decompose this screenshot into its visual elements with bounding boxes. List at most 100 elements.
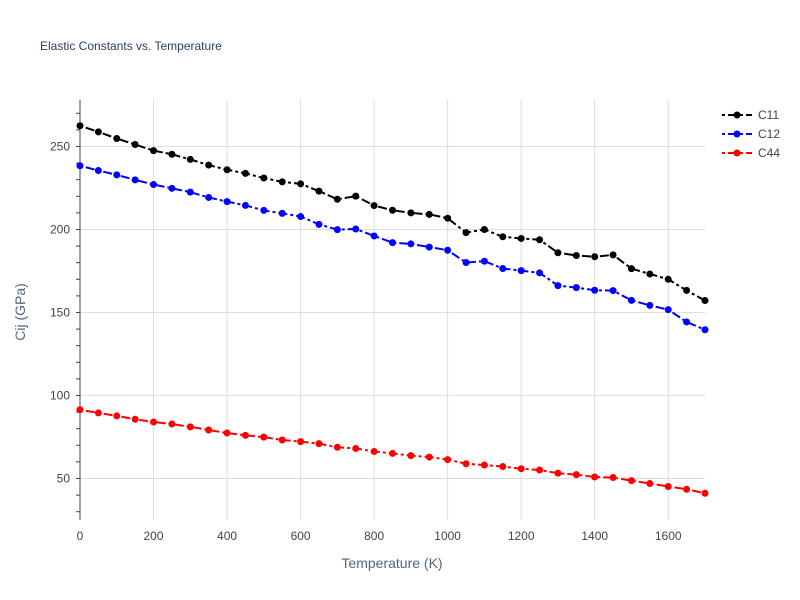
point-c11 <box>499 233 507 241</box>
point-c44 <box>131 415 139 423</box>
point-c11 <box>94 128 102 136</box>
point-c12 <box>517 267 525 275</box>
point-c11 <box>315 187 323 195</box>
point-c11 <box>701 297 709 305</box>
point-c44 <box>517 465 525 473</box>
point-c44 <box>389 449 396 457</box>
point-c44 <box>370 447 378 455</box>
point-c11 <box>260 174 268 182</box>
y-tick-label: 150 <box>50 305 70 319</box>
x-tick-label: 400 <box>217 529 237 543</box>
chart-title: Elastic Constants vs. Temperature <box>40 39 222 53</box>
point-c12 <box>627 296 635 304</box>
point-c44 <box>223 429 231 437</box>
point-c11 <box>572 252 580 260</box>
point-c44 <box>683 485 691 493</box>
point-c11 <box>241 169 249 177</box>
point-c11 <box>186 155 194 163</box>
point-c44 <box>241 431 249 439</box>
point-c12 <box>333 226 341 234</box>
point-c11 <box>223 166 231 174</box>
point-c12 <box>150 180 158 188</box>
point-c44 <box>591 473 599 481</box>
point-c12 <box>591 286 599 294</box>
y-tick-label: 250 <box>50 139 70 153</box>
point-c44 <box>480 461 488 469</box>
y-tick-label: 200 <box>50 222 70 236</box>
point-c12 <box>444 246 452 254</box>
point-c44 <box>168 420 176 428</box>
legend-item-c12[interactable]: C12 <box>722 127 780 141</box>
point-c11 <box>297 180 305 188</box>
point-c44 <box>444 456 452 464</box>
point-c11 <box>113 135 121 143</box>
point-c11 <box>480 225 488 233</box>
x-tick-label: 800 <box>364 529 384 543</box>
y-axis-title: Cij (GPa) <box>12 283 28 341</box>
point-c44 <box>407 452 415 460</box>
point-c11 <box>646 270 654 278</box>
legend-item-c44[interactable]: C44 <box>722 146 780 160</box>
point-c11 <box>554 249 562 257</box>
point-c11 <box>131 140 139 148</box>
point-c44 <box>554 469 562 477</box>
point-c44 <box>76 406 84 414</box>
point-c12 <box>76 162 84 170</box>
point-c44 <box>150 418 158 426</box>
point-c12 <box>241 201 249 209</box>
point-c11 <box>462 229 470 237</box>
point-c11 <box>591 253 599 261</box>
point-c12 <box>260 206 268 214</box>
x-tick-label: 200 <box>144 529 164 543</box>
plot-area <box>76 122 709 497</box>
point-c44 <box>627 477 635 485</box>
x-tick-label: 0 <box>77 529 84 543</box>
point-c12 <box>278 209 286 217</box>
axes: 0 200 400 600 800 1000 1200 1400 1600 50 100 150 200… <box>50 100 682 543</box>
point-c44 <box>333 443 341 451</box>
point-c11 <box>664 275 672 283</box>
point-c12 <box>536 269 544 277</box>
point-c44 <box>701 489 709 497</box>
point-c11 <box>76 122 84 130</box>
point-c12 <box>425 243 433 251</box>
x-tick-label: 1200 <box>508 529 535 543</box>
point-c12 <box>554 282 562 290</box>
point-c12 <box>352 225 360 233</box>
point-c11 <box>333 195 341 203</box>
point-c44 <box>186 423 194 431</box>
point-c12 <box>297 213 305 221</box>
point-c11 <box>150 147 158 155</box>
point-c44 <box>352 444 360 452</box>
point-c44 <box>572 471 580 479</box>
point-c11 <box>627 265 635 273</box>
point-c12 <box>480 257 488 265</box>
point-c44 <box>297 438 305 446</box>
series-line-c12 <box>79 164 706 331</box>
x-tick-label: 1400 <box>581 529 608 543</box>
point-c11 <box>370 202 378 210</box>
point-c11 <box>444 214 452 222</box>
point-c44 <box>425 453 433 461</box>
point-c11 <box>168 150 176 158</box>
legend[interactable]: C11 C12 C44 <box>722 108 780 160</box>
point-c12 <box>664 306 672 314</box>
legend-item-c11[interactable]: C11 <box>722 108 779 122</box>
point-c12 <box>701 326 709 334</box>
point-c44 <box>664 482 672 490</box>
point-c44 <box>499 463 507 471</box>
legend-marker-c11 <box>733 111 741 119</box>
point-c12 <box>370 232 378 240</box>
point-c12 <box>462 259 470 267</box>
x-tick-label: 1600 <box>655 529 682 543</box>
point-c11 <box>609 251 617 259</box>
point-c44 <box>113 412 121 420</box>
point-c11 <box>278 178 286 186</box>
point-c12 <box>205 193 213 201</box>
point-c11 <box>536 236 544 244</box>
point-c44 <box>278 436 286 444</box>
point-c44 <box>260 433 268 441</box>
point-c12 <box>186 188 194 196</box>
point-c44 <box>646 479 654 487</box>
